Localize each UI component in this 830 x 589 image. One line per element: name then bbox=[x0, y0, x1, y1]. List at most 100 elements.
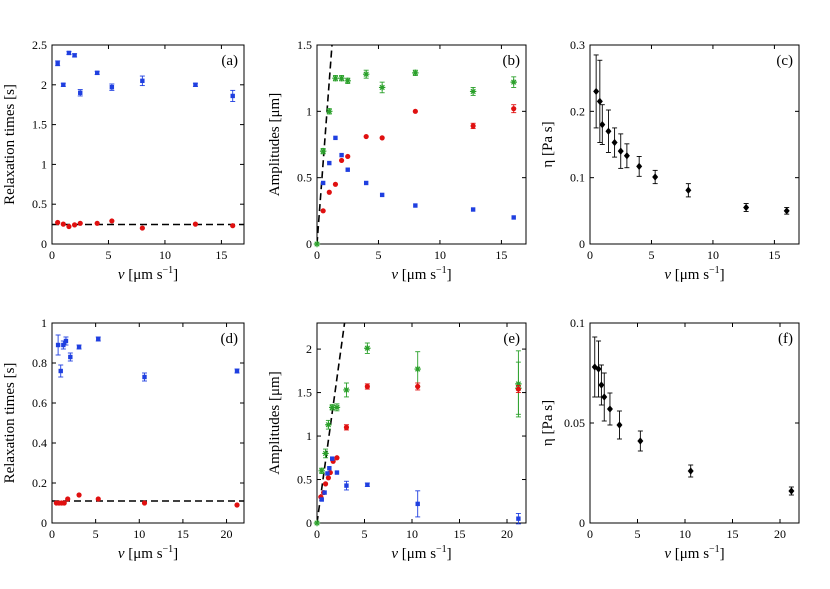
y-tick-label: 2.5 bbox=[32, 38, 47, 52]
data-point bbox=[313, 519, 321, 527]
data-point bbox=[605, 127, 612, 135]
data-point bbox=[363, 133, 369, 140]
data-point bbox=[72, 53, 77, 58]
x-tick-label: 5 bbox=[375, 248, 381, 262]
data-point bbox=[61, 342, 66, 348]
y-tick-label: 0.05 bbox=[564, 416, 585, 430]
y-tick-label: 0 bbox=[41, 516, 47, 530]
data-point bbox=[339, 152, 344, 158]
y-tick-label: 0.5 bbox=[32, 197, 47, 211]
x-axis-unit: [μm s bbox=[671, 546, 709, 562]
x-axis-close: ] bbox=[173, 267, 178, 283]
data-point bbox=[76, 344, 82, 350]
data-point bbox=[234, 368, 240, 374]
panel-b: 0 5 10 15 0 0.5 1 1.5 (b) v [μm s−1] Amplitudes [μ… bbox=[267, 38, 527, 283]
y-tick-label: 2 bbox=[306, 342, 312, 356]
data-point bbox=[379, 192, 385, 198]
data-point bbox=[611, 138, 618, 147]
data-point bbox=[326, 189, 332, 195]
data-point bbox=[55, 342, 61, 348]
data-point bbox=[142, 374, 147, 380]
y-tick-label: 0.5 bbox=[297, 473, 312, 487]
series-viscosity bbox=[593, 54, 790, 215]
data-point bbox=[95, 496, 101, 502]
y-tick-label: 1.5 bbox=[297, 386, 312, 400]
data-point bbox=[687, 467, 694, 475]
data-point bbox=[332, 181, 339, 187]
data-point bbox=[230, 223, 236, 229]
x-tick-label: 15 bbox=[768, 248, 780, 262]
data-point bbox=[61, 82, 66, 87]
data-point bbox=[76, 492, 82, 498]
data-point bbox=[344, 483, 349, 488]
series-total-amplitude bbox=[313, 69, 517, 248]
data-point bbox=[511, 106, 517, 112]
data-point bbox=[61, 500, 67, 506]
x-axis-exponent: −1 bbox=[709, 544, 720, 555]
x-tick-label: 15 bbox=[495, 248, 507, 262]
data-point bbox=[743, 203, 750, 212]
x-tick-label: 10 bbox=[707, 248, 719, 262]
y-tick-label: 1.5 bbox=[32, 118, 47, 132]
data-point bbox=[413, 203, 418, 208]
data-point bbox=[327, 466, 332, 471]
data-point bbox=[345, 167, 350, 172]
data-point bbox=[379, 135, 385, 141]
data-point bbox=[313, 240, 321, 248]
data-point bbox=[617, 147, 624, 155]
data-point bbox=[320, 180, 326, 186]
data-point bbox=[96, 336, 101, 342]
data-point bbox=[55, 219, 61, 226]
y-tick-label: 0 bbox=[306, 237, 312, 251]
data-point bbox=[599, 121, 606, 129]
y-tick-label: 0.8 bbox=[32, 356, 47, 370]
data-point bbox=[333, 135, 338, 141]
y-tick-label: 2 bbox=[41, 78, 47, 92]
x-tick-label: 20 bbox=[501, 527, 513, 541]
x-axis-unit: [μm s bbox=[124, 546, 162, 562]
data-point bbox=[68, 354, 73, 360]
y-tick-label: 0 bbox=[306, 516, 312, 530]
data-point bbox=[66, 50, 72, 56]
y-axis-label: η [Pa s] bbox=[540, 121, 556, 167]
data-point bbox=[334, 455, 340, 461]
data-point bbox=[637, 437, 644, 445]
data-point bbox=[623, 152, 630, 160]
y-tick-label: 0.4 bbox=[32, 436, 47, 450]
data-point bbox=[338, 74, 345, 82]
x-tick-label: 10 bbox=[159, 248, 171, 262]
data-point bbox=[332, 74, 339, 82]
data-point bbox=[327, 160, 332, 166]
y-tick-label: 1 bbox=[41, 316, 47, 330]
x-axis-unit: [μm s bbox=[671, 267, 709, 283]
x-tick-label: 15 bbox=[727, 527, 739, 541]
data-point bbox=[598, 381, 605, 389]
data-point bbox=[66, 223, 72, 230]
x-axis-exponent: −1 bbox=[709, 265, 720, 276]
y-tick-label: 0.1 bbox=[570, 171, 585, 185]
panel-e: 0 5 10 15 20 0 0.5 1 1.5 2 (e) v [μm s−1] Amplitudes… bbox=[267, 322, 527, 562]
data-point bbox=[329, 404, 336, 411]
data-point bbox=[326, 108, 333, 115]
data-point bbox=[141, 500, 148, 506]
x-tick-label: 20 bbox=[774, 527, 786, 541]
data-point bbox=[325, 421, 332, 428]
data-point bbox=[322, 481, 329, 487]
data-point bbox=[414, 365, 421, 373]
panel-c: 0 5 10 15 0 0.1 0.2 0.3 (c) v [μm s−1] η [Pa s] bbox=[540, 38, 800, 283]
data-point bbox=[78, 90, 83, 95]
data-point bbox=[652, 173, 659, 181]
data-point bbox=[319, 497, 324, 502]
y-tick-label: 1 bbox=[306, 104, 312, 118]
series-slow-amplitude bbox=[319, 456, 521, 525]
data-point bbox=[193, 82, 198, 87]
data-point bbox=[77, 220, 83, 226]
series-slow-time bbox=[55, 334, 240, 382]
x-axis-label: v [μm s−1] bbox=[391, 544, 451, 562]
x-axis-label: v [μm s−1] bbox=[118, 265, 178, 283]
x-axis-label: v [μm s−1] bbox=[664, 265, 724, 283]
x-axis-label: v [μm s−1] bbox=[391, 265, 451, 283]
x-axis-variable: v bbox=[391, 546, 398, 562]
plot-frame bbox=[589, 322, 800, 524]
data-point bbox=[58, 368, 63, 374]
